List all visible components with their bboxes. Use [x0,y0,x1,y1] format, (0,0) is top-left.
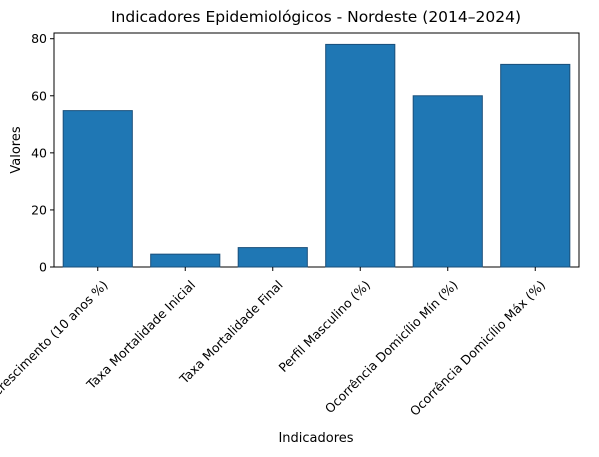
y-tick-label-3: 40 [31,145,47,160]
x-tick-label-3: Taxa Mortalidade Final [176,277,286,387]
y-axis: 0 20 40 60 80 [31,31,54,275]
y-tick-label-2: 20 [31,202,47,217]
bar-6 [500,63,571,268]
plot-frame [53,32,580,268]
bars-layer [62,43,571,268]
y-axis-label: Valores [9,126,24,173]
y-tick-label-5: 80 [31,31,47,46]
bar-2 [150,253,221,268]
chart-title: Indicadores Epidemiológicos - Nordeste (… [111,8,521,26]
x-axis-label: Indicadores [278,431,353,446]
bar-1 [62,110,133,268]
y-tick-label-1: 0 [39,260,47,275]
bar-3 [237,247,308,268]
bar-4 [325,43,396,268]
x-tick-label-4: Perfil Masculino (%) [275,277,373,375]
x-axis: Crescimento (10 anos %)Taxa Mortalidade … [0,267,548,419]
y-tick-label-4: 60 [31,88,47,103]
bar-5 [412,95,483,268]
